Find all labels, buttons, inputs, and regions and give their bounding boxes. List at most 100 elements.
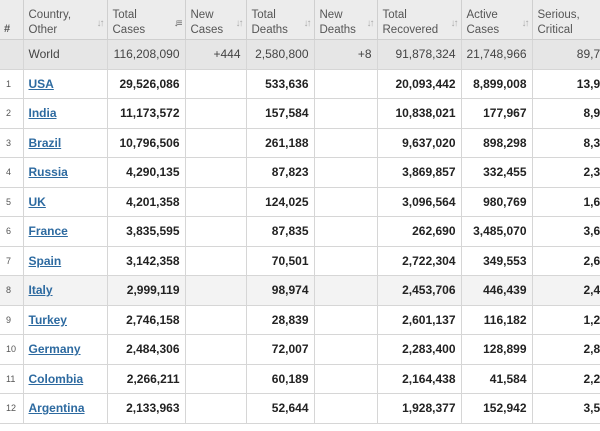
- total-cases-cell: 2,746,158: [107, 305, 186, 335]
- table-row: 1 USA 29,526,086 533,636 20,093,442 8,899,008…: [0, 69, 600, 99]
- header-total-deaths-line1: Total: [251, 9, 276, 21]
- table-row: 9 Turkey 2,746,158 28,839 2,601,137 116,182 1,…: [0, 305, 600, 335]
- header-serious-critical[interactable]: Serious, Critical ↓↑: [532, 0, 600, 40]
- country-cell: UK: [23, 187, 108, 217]
- sort-icon[interactable]: ↓↑: [450, 17, 459, 29]
- active-cases-cell: 349,553: [461, 246, 533, 276]
- rank-cell: 8: [0, 275, 24, 306]
- country-link[interactable]: Russia: [28, 165, 68, 180]
- table-row: 6 France 3,835,595 87,835 262,690 3,485,070 3,…: [0, 216, 600, 247]
- country-link[interactable]: Germany: [28, 342, 81, 357]
- total-cases-cell: 3,835,595: [107, 216, 186, 247]
- country-cell: Colombia: [23, 364, 108, 394]
- country-link[interactable]: Argentina: [28, 401, 85, 416]
- total-cases-cell: 10,796,506: [107, 128, 186, 158]
- header-total-deaths-line2: Deaths: [251, 24, 288, 36]
- country-link[interactable]: Italy: [28, 283, 53, 298]
- active-cases-cell: 177,967: [461, 98, 533, 129]
- serious-cell: 3,521: [532, 393, 600, 424]
- total-recovered-cell: 9,637,020: [377, 128, 462, 158]
- new-deaths-cell: [314, 334, 378, 365]
- total-deaths-cell: 60,189: [246, 364, 315, 394]
- world-total-recovered-cell: 91,878,324: [377, 39, 462, 70]
- header-new-cases[interactable]: New Cases ↓↑: [185, 0, 247, 40]
- country-link[interactable]: Spain: [28, 253, 62, 268]
- country-link[interactable]: Turkey: [28, 312, 67, 327]
- total-deaths-cell: 28,839: [246, 305, 315, 335]
- active-cases-cell: 446,439: [461, 275, 533, 306]
- country-link[interactable]: UK: [28, 194, 46, 209]
- sort-icon[interactable]: ↓↑: [96, 17, 105, 29]
- new-cases-cell: [185, 157, 247, 188]
- header-serious-line2: Critical: [537, 24, 573, 36]
- serious-cell: 2,615: [532, 246, 600, 276]
- total-deaths-cell: 52,644: [246, 393, 315, 424]
- header-active-cases[interactable]: Active Cases ↓↑: [461, 0, 533, 40]
- sort-icon[interactable]: ↓↑: [521, 17, 530, 29]
- country-cell: Italy: [23, 275, 108, 306]
- new-deaths-cell: [314, 393, 378, 424]
- header-row: # Country, Other ↓↑ Total Cases ↓≡ New C…: [0, 0, 600, 40]
- country-link[interactable]: India: [28, 106, 57, 121]
- new-deaths-cell: [314, 187, 378, 217]
- new-cases-cell: [185, 334, 247, 365]
- active-cases-cell: 128,899: [461, 334, 533, 365]
- header-total-recovered-line2: Recovered: [382, 24, 439, 36]
- new-deaths-cell: [314, 275, 378, 306]
- active-cases-cell: 332,455: [461, 157, 533, 188]
- table-row: 10 Germany 2,484,306 72,007 2,283,400 128,899…: [0, 334, 600, 365]
- new-deaths-cell: [314, 98, 378, 129]
- total-recovered-cell: 1,928,377: [377, 393, 462, 424]
- sort-descending-icon[interactable]: ↓≡: [173, 17, 183, 29]
- total-cases-cell: 3,142,358: [107, 246, 186, 276]
- total-recovered-cell: 3,869,857: [377, 157, 462, 188]
- new-deaths-cell: [314, 364, 378, 394]
- total-deaths-cell: 72,007: [246, 334, 315, 365]
- country-link[interactable]: France: [28, 224, 68, 239]
- header-total-cases[interactable]: Total Cases ↓≡: [107, 0, 186, 40]
- country-cell: Spain: [23, 246, 108, 276]
- sort-icon[interactable]: ↓↑: [366, 17, 375, 29]
- table-row: 2 India 11,173,572 157,584 10,838,021 177,967…: [0, 98, 600, 129]
- rank-cell: 7: [0, 246, 24, 276]
- header-country[interactable]: Country, Other ↓↑: [23, 0, 108, 40]
- total-deaths-cell: 261,188: [246, 128, 315, 158]
- country-link[interactable]: Brazil: [28, 135, 62, 150]
- active-cases-cell: 41,584: [461, 364, 533, 394]
- world-new-deaths-cell: +8: [314, 39, 378, 70]
- header-country-line2: Other: [28, 24, 58, 36]
- total-deaths-cell: 124,025: [246, 187, 315, 217]
- table-row: 8 Italy 2,999,119 98,974 2,453,706 446,439 2,4…: [0, 275, 600, 306]
- serious-cell: 2,475: [532, 275, 600, 306]
- header-new-cases-line1: New: [190, 9, 214, 21]
- total-deaths-cell: 157,584: [246, 98, 315, 129]
- serious-cell: 3,633: [532, 216, 600, 247]
- header-country-line1: Country,: [28, 9, 72, 21]
- country-cell: Germany: [23, 334, 108, 365]
- table-row: 11 Colombia 2,266,211 60,189 2,164,438 41,584…: [0, 364, 600, 394]
- country-link[interactable]: USA: [28, 76, 54, 91]
- total-recovered-cell: 2,601,137: [377, 305, 462, 335]
- header-total-recovered[interactable]: Total Recovered ↓↑: [377, 0, 462, 40]
- header-new-deaths[interactable]: New Deaths ↓↑: [314, 0, 378, 40]
- rank-cell: 2: [0, 98, 24, 129]
- world-serious-cell: 89,747: [532, 39, 600, 70]
- world-total-deaths-cell: 2,580,800: [246, 39, 315, 70]
- world-new-cases-cell: +444: [185, 39, 247, 70]
- total-recovered-cell: 10,838,021: [377, 98, 462, 129]
- new-cases-cell: [185, 305, 247, 335]
- sort-icon[interactable]: ↓↑: [235, 17, 244, 29]
- total-recovered-cell: 20,093,442: [377, 69, 462, 99]
- new-deaths-cell: [314, 69, 378, 99]
- header-rank[interactable]: #: [0, 0, 24, 40]
- header-rank-label: #: [4, 23, 11, 35]
- table-row: 4 Russia 4,290,135 87,823 3,869,857 332,455 2,…: [0, 157, 600, 188]
- country-link[interactable]: Colombia: [28, 371, 84, 386]
- header-total-deaths[interactable]: Total Deaths ↓↑: [246, 0, 315, 40]
- world-row: World 116,208,090 +444 2,580,800 +8 91,8…: [0, 39, 600, 70]
- total-deaths-cell: 87,823: [246, 157, 315, 188]
- total-cases-cell: 2,484,306: [107, 334, 186, 365]
- rank-cell: 3: [0, 128, 24, 158]
- new-deaths-cell: [314, 216, 378, 247]
- sort-icon[interactable]: ↓↑: [303, 17, 312, 29]
